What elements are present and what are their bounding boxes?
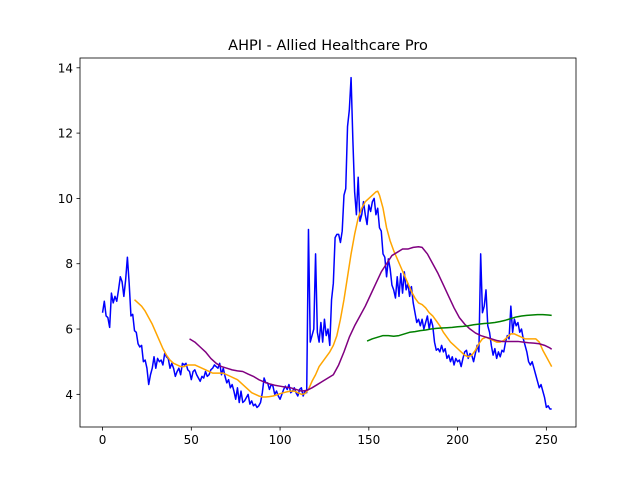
chart-title: AHPI - Allied Healthcare Pro (228, 38, 428, 54)
y-tick-label-14: 14 (58, 61, 73, 75)
x-tick-label-50: 50 (184, 433, 199, 447)
y-tick-label-12: 12 (58, 127, 73, 141)
series-layer (101, 76, 553, 410)
x-tick-label-250: 250 (535, 433, 558, 447)
x-tick-label-200: 200 (446, 433, 469, 447)
x-tick-label-150: 150 (357, 433, 380, 447)
x-tick-label-0: 0 (99, 433, 107, 447)
series-line-1 (133, 190, 553, 398)
y-tick-label-6: 6 (65, 323, 73, 337)
series-line-3 (366, 313, 552, 342)
axes-layer: 0 50 100 150 200 250 4 6 8 10 12 14 (58, 57, 577, 447)
y-tick-label-10: 10 (58, 192, 73, 206)
series-line-2 (189, 246, 553, 392)
x-tick-label-100: 100 (269, 433, 292, 447)
y-tick-label-8: 8 (65, 257, 73, 271)
y-tick-label-4: 4 (65, 388, 73, 402)
plot-frame (79, 57, 577, 428)
